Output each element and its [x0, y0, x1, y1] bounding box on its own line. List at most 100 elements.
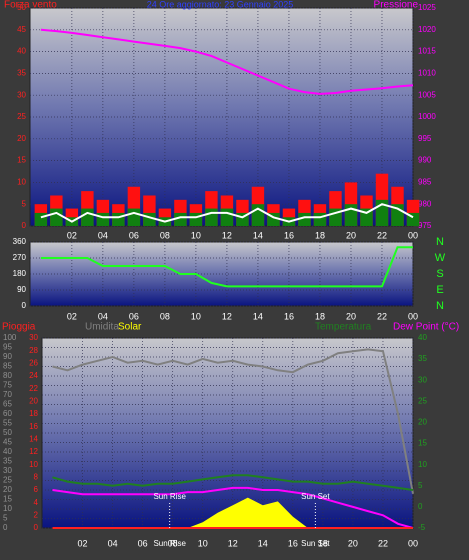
y2-tick-label: 1015: [418, 47, 436, 56]
legend-label: Temperatura: [315, 322, 372, 333]
y2-tick-label: 0: [418, 502, 423, 511]
y-tick-label: 10: [3, 504, 12, 513]
y-tick-label: 20: [17, 134, 26, 143]
y-tick-label: 40: [3, 447, 12, 456]
y2-tick-label: S: [436, 268, 443, 280]
line: [40, 246, 413, 288]
y3-tick-label: 4: [34, 498, 39, 507]
legend-label: Pioggia: [2, 322, 36, 333]
y3-tick-label: 0: [34, 523, 39, 532]
y3-tick-label: 14: [29, 434, 38, 443]
x-tick-label: 04: [98, 230, 108, 240]
y-tick-label: 35: [3, 457, 12, 466]
x-tick-label: 22: [378, 538, 388, 548]
y2-tick-label: 15: [418, 439, 427, 448]
y-tick-label: 0: [22, 301, 27, 310]
x-tick-label: 10: [198, 538, 208, 548]
y3-tick-label: 24: [29, 371, 38, 380]
x-tick-label: 22: [377, 230, 387, 240]
chart-title: 24 Ore aggiornato: 23 Gennaio 2025: [147, 0, 294, 9]
y-tick-label: 45: [3, 438, 12, 447]
line: [40, 28, 414, 95]
x-tick-label: 12: [222, 230, 232, 240]
y-tick-label: 5: [3, 514, 8, 523]
y-tick-label: 90: [17, 285, 26, 294]
y2-tick-label: 1000: [418, 112, 436, 121]
bar: [205, 208, 218, 226]
y2-tick-label: W: [435, 252, 446, 264]
line: [52, 348, 414, 494]
x-tick-label: 14: [253, 230, 263, 240]
y2-tick-label: N: [436, 300, 444, 312]
y-axis-label: Forza vento: [4, 0, 57, 11]
y-tick-label: 15: [17, 156, 26, 165]
y-tick-label: 95: [3, 343, 12, 352]
x-tick-label: 02: [67, 311, 77, 321]
annotation-axis-label: Sun Set: [301, 539, 330, 548]
y3-tick-label: 18: [29, 409, 38, 418]
y2-tick-label: 995: [418, 134, 432, 143]
bar: [112, 212, 125, 226]
bar: [313, 212, 327, 226]
y2-tick-label: 1025: [418, 3, 436, 12]
y2-tick-label: 975: [418, 221, 432, 230]
bar: [81, 208, 94, 226]
y2-tick-label: N: [436, 236, 444, 248]
x-tick-label: 00: [408, 311, 418, 321]
y3-tick-label: 2: [34, 510, 39, 519]
y-tick-label: 65: [3, 400, 12, 409]
bar: [189, 212, 203, 226]
bar: [34, 212, 48, 226]
y3-tick-label: 28: [29, 346, 38, 355]
y-tick-label: 35: [17, 69, 26, 78]
y-tick-label: 10: [17, 178, 26, 187]
x-tick-label: 06: [129, 311, 139, 321]
y2-tick-label: 1005: [418, 90, 436, 99]
bar: [96, 212, 110, 226]
x-tick-label: 08: [160, 311, 170, 321]
x-tick-label: 08: [160, 230, 170, 240]
y2-tick-label: 1010: [418, 69, 436, 78]
y-tick-label: 85: [3, 362, 12, 371]
y3-tick-label: 22: [29, 384, 38, 393]
legend-label: Umidita: [85, 322, 119, 333]
y-tick-label: 80: [3, 371, 12, 380]
y2-tick-label: 5: [418, 481, 423, 490]
x-tick-label: 20: [348, 538, 358, 548]
y2-axis-label: Pressione: [374, 0, 419, 11]
line: [52, 474, 414, 491]
bar: [50, 208, 63, 226]
y3-tick-label: 12: [29, 447, 38, 456]
y-tick-label: 25: [3, 476, 12, 485]
x-tick-label: 16: [288, 538, 298, 548]
annotation-label: Sun Rise: [153, 492, 186, 501]
y-tick-label: 30: [17, 90, 26, 99]
y-tick-label: 0: [3, 523, 8, 532]
y-tick-label: 45: [17, 25, 26, 34]
x-tick-label: 20: [346, 311, 356, 321]
x-tick-label: 18: [318, 538, 328, 548]
y2-tick-label: 10: [418, 460, 427, 469]
y2-tick-label: 40: [418, 333, 427, 342]
x-tick-label: 00: [408, 538, 418, 548]
y-tick-label: 60: [3, 409, 12, 418]
y-tick-label: 0: [22, 221, 27, 230]
x-tick-label: 18: [315, 311, 325, 321]
y-tick-label: 100: [3, 333, 17, 342]
y2-tick-label: 990: [418, 156, 432, 165]
y-tick-label: 75: [3, 381, 12, 390]
line: [52, 486, 414, 529]
y-tick-label: 70: [3, 390, 12, 399]
y-tick-label: 360: [13, 237, 27, 246]
y3-tick-label: 26: [29, 358, 38, 367]
x-tick-label: 16: [284, 230, 294, 240]
y-tick-label: 180: [13, 269, 27, 278]
annotation-label: Sun Set: [301, 492, 330, 501]
y3-tick-label: 16: [29, 422, 38, 431]
x-tick-label: 06: [138, 538, 148, 548]
y-tick-label: 270: [13, 253, 27, 262]
y2-tick-label: 25: [418, 396, 427, 405]
x-tick-label: 10: [191, 311, 201, 321]
y3-tick-label: 20: [29, 396, 38, 405]
